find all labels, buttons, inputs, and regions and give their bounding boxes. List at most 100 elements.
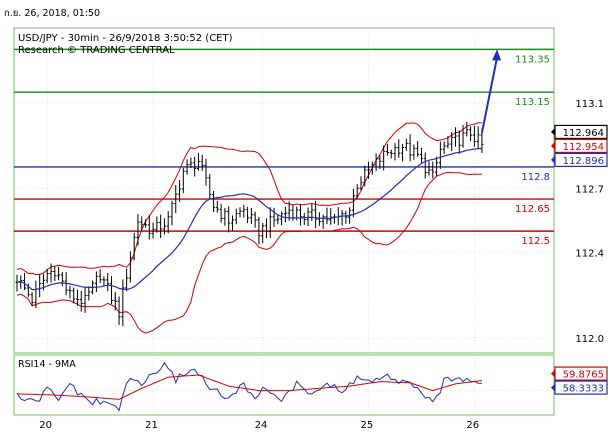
candle [344,210,348,224]
candle [317,212,321,226]
candle [472,125,476,147]
x-tick-label: 20 [39,420,52,431]
candle [264,218,268,239]
y-tick-label: 112.4 [575,249,604,260]
ma-line [16,147,482,291]
candle [404,138,408,151]
candle [242,204,246,218]
candle [325,207,329,225]
candle [276,214,280,225]
candle [423,152,427,179]
candle [136,214,140,246]
rsi-lines [16,361,482,412]
candle [23,272,27,291]
candle [465,121,469,137]
candle [397,139,401,158]
candle [283,206,287,223]
candle [102,276,106,286]
candle [75,289,79,306]
candle [476,126,480,150]
candle [212,191,216,212]
candle [181,167,185,194]
candle [106,272,110,292]
forecast-arrow [480,49,502,133]
key-level-label: 113.15 [515,97,550,108]
candle [249,207,253,225]
candle [272,207,276,227]
candle [412,144,416,160]
candle [446,136,450,149]
rsi-value-label: 58.3333 [563,384,604,395]
arrow-shaft [480,57,499,133]
candle [200,154,204,171]
candle [401,143,405,162]
candle [453,127,457,147]
candle [321,214,325,229]
candle [227,206,231,233]
candle [87,286,91,301]
candle [310,203,314,222]
candle [215,200,219,213]
candle [363,165,367,187]
candle [230,215,234,231]
candle [382,145,386,171]
candle [435,156,439,176]
candle [234,208,238,225]
candle [374,153,378,172]
candle [416,141,420,157]
rsi-value-pointer [551,383,555,392]
key-level-label: 113.35 [515,54,550,65]
candle [68,286,72,299]
candle [155,216,159,233]
candle [238,207,242,218]
candle [431,161,435,179]
candle [162,218,166,235]
candle [257,216,261,245]
candle [280,211,284,226]
candle [450,132,454,152]
rsi-value-pointer [551,369,555,378]
candle [351,188,355,218]
candle [57,266,61,281]
candle [204,158,208,186]
candle [144,219,148,228]
key-level-label: 112.65 [515,204,550,215]
candle [253,211,257,228]
candle [83,286,87,313]
key-levels: 113.35 113.15 112.8 112.65 112.5 [14,48,554,247]
price-tag-label: 112.954 [563,142,604,153]
y-tick-label: 112.0 [575,334,604,345]
rsi-line [16,361,482,412]
x-tick-label: 24 [255,420,268,431]
candle [151,222,155,239]
candle [469,126,473,142]
candle [385,144,389,156]
main-panel-frame [13,27,555,354]
candle [170,200,174,226]
bollinger-lower [16,171,482,334]
candle [367,161,371,179]
price-tag: 112.964 [551,124,608,140]
candle [329,207,333,225]
price-tag-label: 112.964 [563,128,604,139]
x-axis-labels: 20 21 24 25 26 [39,420,479,431]
header-datetime: ก.ย. 26, 2018, 01:50 [4,8,100,19]
bollinger-upper [16,122,482,276]
candle [438,141,442,169]
candle [185,159,189,175]
candle [299,204,302,226]
rsi-ma-line [16,374,482,400]
y-tick-label: 113.1 [575,99,604,110]
candle [461,124,465,148]
candle [208,174,212,199]
rsi-value-tag: 59.8765 [551,366,608,381]
candle [174,184,178,214]
chart-title: USD/JPY - 30min - 26/9/2018 3:50:52 (CET… [18,33,233,44]
arrow-head [492,49,502,61]
candle [219,203,223,223]
candle [132,232,136,261]
candle [378,155,382,169]
candle [110,275,113,305]
candle [314,200,318,229]
